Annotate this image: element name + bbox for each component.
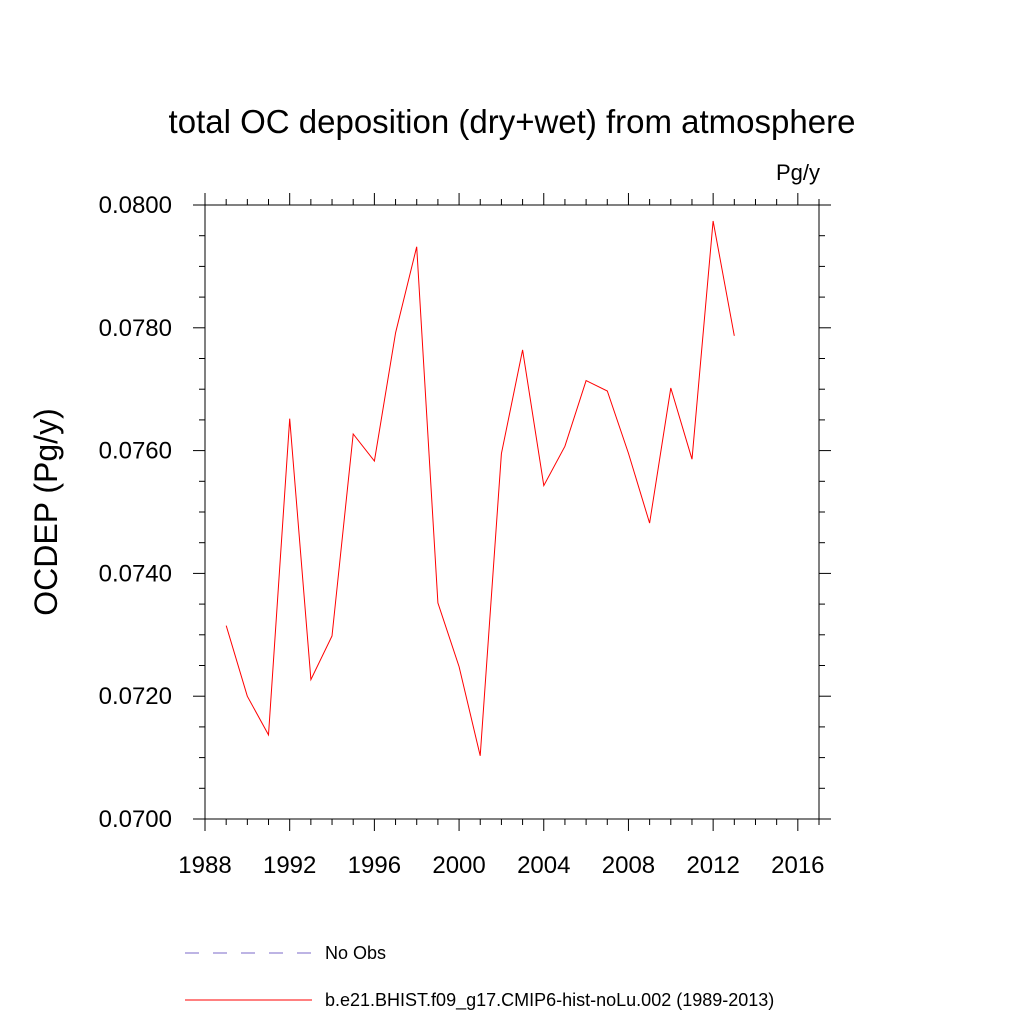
y-tick-label: 0.0720 [99,683,172,710]
legend-label: b.e21.BHIST.f09_g17.CMIP6-hist-noLu.002 … [325,990,774,1011]
y-axis-label: OCDEP (Pg/y) [28,408,64,615]
chart-title: total OC deposition (dry+wet) from atmos… [169,103,856,140]
y-tick-label: 0.0780 [99,315,172,342]
y-tick-label: 0.0740 [99,560,172,587]
x-tick-label: 2000 [432,852,485,879]
y-tick-label: 0.0800 [99,192,172,219]
x-tick-label: 2004 [517,852,570,879]
legend: No Obs b.e21.BHIST.f09_g17.CMIP6-hist-noL… [185,943,774,1011]
axis-ticks: 1988 1992 1996 2000 2004 2008 2012 2016 0.0700 0.… [99,192,831,879]
series-layer [225,220,735,756]
series-line [225,220,735,756]
x-tick-label: 1992 [263,852,316,879]
x-tick-label: 2008 [602,852,655,879]
x-tick-label: 1988 [178,852,231,879]
y-tick-label: 0.0700 [99,806,172,833]
y-tick-label: 0.0760 [99,438,172,465]
legend-label: No Obs [325,943,386,963]
x-tick-label: 2012 [686,852,739,879]
x-tick-label: 1996 [348,852,401,879]
x-tick-label: 2016 [771,852,824,879]
units-label: Pg/y [776,160,820,185]
